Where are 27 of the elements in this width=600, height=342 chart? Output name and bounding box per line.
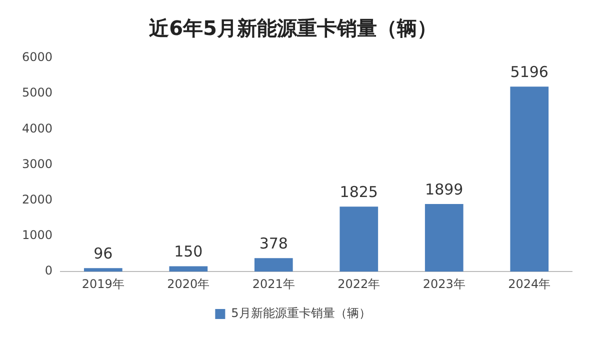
x-tick-label: 2020年 (167, 276, 210, 291)
x-tick-label: 2024年 (508, 276, 551, 291)
data-label: 1825 (340, 183, 378, 202)
y-tick-label: 3000 (22, 156, 53, 171)
x-tick-label: 2019年 (82, 276, 124, 291)
x-tick-label: 2023年 (422, 276, 466, 291)
chart-title: 近6年5月新能源重卡销量（辆） (148, 16, 437, 40)
bar (169, 266, 208, 272)
data-label: 5196 (510, 63, 548, 82)
y-tick-label: 2000 (22, 192, 53, 207)
bar (340, 206, 378, 272)
bar (510, 86, 549, 272)
bar (84, 268, 122, 272)
legend-label: 5月新能源重卡销量（辆） (231, 306, 371, 320)
x-tick-label: 2022年 (338, 276, 380, 291)
y-tick-label: 6000 (22, 50, 53, 64)
data-label: 96 (94, 244, 113, 263)
bar (254, 258, 293, 272)
y-tick-label: 1000 (22, 228, 53, 242)
bar (424, 204, 464, 272)
data-label: 378 (259, 234, 288, 253)
y-tick-label: 5000 (22, 86, 53, 100)
y-tick-label: 0 (44, 264, 53, 278)
data-label: 150 (174, 242, 203, 261)
y-tick-label: 4000 (22, 121, 53, 136)
x-tick-label: 2021年 (252, 276, 295, 291)
data-label: 1899 (425, 180, 464, 198)
